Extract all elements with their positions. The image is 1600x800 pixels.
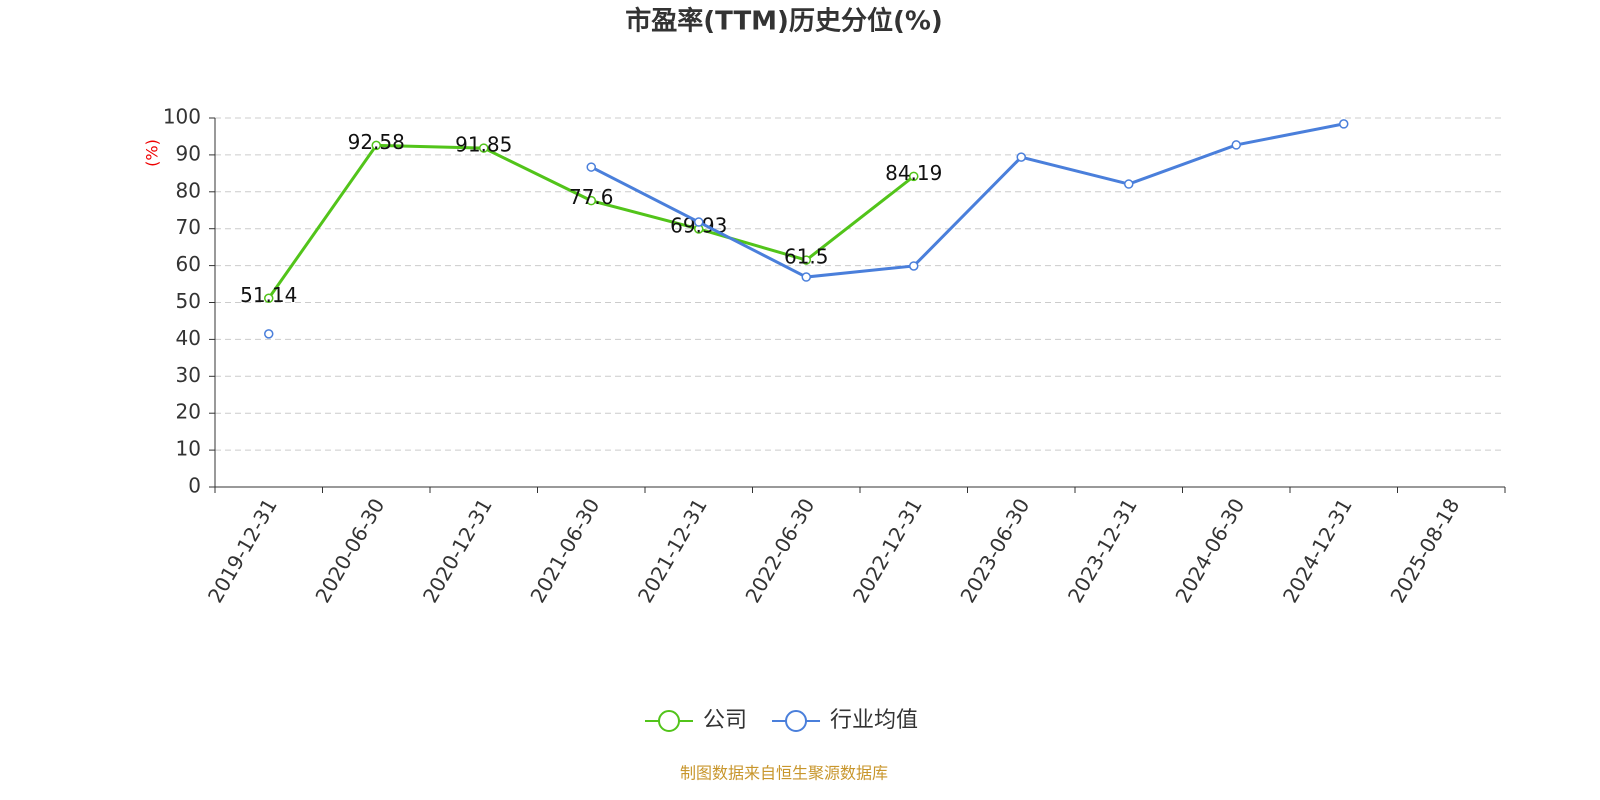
data-point <box>586 195 596 206</box>
legend-marker <box>658 710 680 732</box>
x-tick-label: 2021-12-31 <box>633 494 712 607</box>
x-tick-label: 2024-12-31 <box>1278 494 1357 607</box>
data-point <box>1016 152 1026 162</box>
data-point <box>909 171 919 182</box>
data-point <box>371 140 381 151</box>
data-point <box>801 255 811 265</box>
data-point <box>1231 140 1241 150</box>
x-tick-label: 2022-06-30 <box>740 494 819 607</box>
source-note: 制图数据来自恒生聚源数据库 <box>680 764 888 783</box>
y-tick-label: 90 <box>176 141 201 165</box>
y-tick-label: 30 <box>176 363 201 387</box>
x-tick-label: 2020-06-30 <box>310 494 389 607</box>
data-label: 92.58 <box>348 130 405 154</box>
data-label: 84.19 <box>885 161 942 185</box>
chart-title: 市盈率(TTM)历史分位(%) <box>625 6 943 37</box>
data-point <box>1339 119 1349 129</box>
x-tick-label: 2023-12-31 <box>1063 494 1142 607</box>
y-tick-label: 0 <box>188 474 201 498</box>
y-tick-label: 20 <box>176 400 201 424</box>
legend-label: 行业均值 <box>830 708 918 733</box>
data-point <box>1124 179 1134 189</box>
y-axis-label: (%) <box>143 139 162 167</box>
y-tick-label: 100 <box>163 105 201 129</box>
x-tick-label: 2022-12-31 <box>848 494 927 607</box>
legend-marker <box>785 710 808 732</box>
x-tick-label: 2023-06-30 <box>955 494 1034 607</box>
data-point <box>801 272 811 282</box>
y-tick-label: 50 <box>176 289 201 313</box>
y-tick-label: 10 <box>176 437 201 461</box>
x-tick-label: 2024-06-30 <box>1170 494 1249 607</box>
data-point <box>264 329 274 339</box>
y-tick-label: 70 <box>176 215 201 239</box>
y-tick-label: 40 <box>176 326 201 350</box>
x-tick-label: 2021-06-30 <box>525 494 604 607</box>
x-tick-label: 2020-12-31 <box>418 494 497 607</box>
data-label: 77.6 <box>569 185 614 209</box>
data-label: 51.14 <box>240 283 297 307</box>
data-point <box>479 143 489 153</box>
x-tick-label: 2025-08-18 <box>1385 494 1464 607</box>
data-point <box>586 162 596 172</box>
data-point <box>264 293 274 304</box>
data-label: 61.5 <box>784 245 829 269</box>
data-label: 91.85 <box>455 133 512 157</box>
data-point <box>909 261 919 271</box>
y-tick-label: 60 <box>176 252 201 276</box>
data-point <box>694 217 704 227</box>
y-tick-label: 80 <box>176 178 201 202</box>
x-tick-label: 2019-12-31 <box>203 494 282 607</box>
series-line <box>590 122 1345 279</box>
legend-label: 公司 <box>703 708 747 733</box>
